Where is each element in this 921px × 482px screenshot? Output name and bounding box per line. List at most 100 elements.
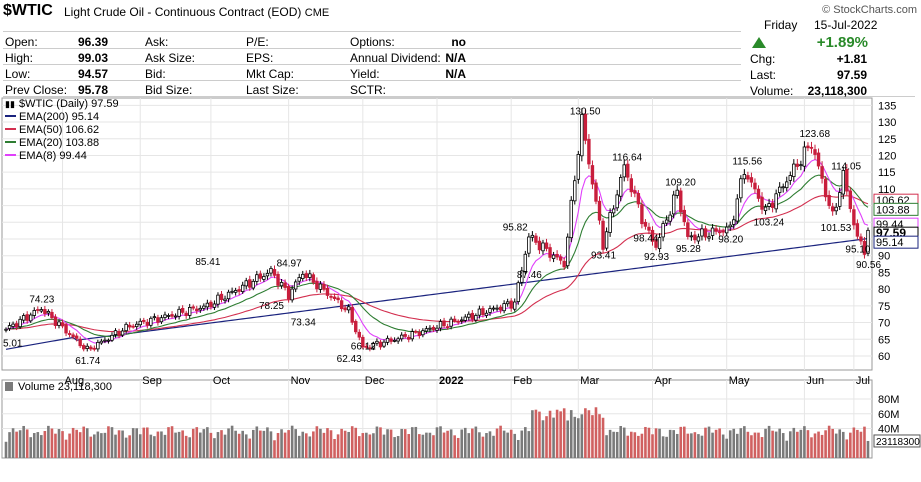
candle-body: [368, 347, 372, 350]
volume-bar: [121, 430, 124, 458]
prev-close-value: 95.78: [77, 83, 108, 97]
volume-bar: [255, 426, 259, 458]
volume-bar: [524, 427, 527, 458]
volume-bar: [280, 429, 283, 458]
volume-bar: [209, 432, 213, 458]
volume-bar: [672, 430, 675, 458]
volume-bar: [502, 430, 506, 458]
volume-bar: [598, 414, 601, 458]
volume-bar: [103, 432, 107, 458]
candle-body: [361, 336, 365, 348]
candle-body: [735, 198, 739, 222]
x-tick-label: Aug: [65, 375, 85, 387]
volume-bar: [276, 432, 280, 458]
volume-bar: [47, 425, 50, 458]
candle-body: [816, 152, 821, 167]
volume-bar: [333, 439, 336, 458]
candle-body: [823, 178, 828, 198]
volume-bar: [297, 435, 301, 458]
candle-body: [180, 307, 185, 313]
candle-body: [686, 222, 690, 237]
candle-body: [156, 317, 160, 323]
volume-bar: [735, 433, 739, 458]
candle-body: [590, 165, 595, 185]
candle-body: [470, 312, 475, 320]
volume-bar: [849, 432, 852, 458]
volume-bar: [414, 426, 418, 458]
candle-body: [481, 308, 485, 315]
volume-bar: [711, 432, 714, 458]
candle-body: [668, 214, 672, 222]
volume-bar: [682, 426, 686, 458]
volume-bar: [548, 410, 552, 458]
volume-bar: [138, 434, 142, 458]
volume-bar: [859, 431, 863, 458]
volume-bar: [54, 433, 57, 458]
candle-body: [276, 273, 280, 286]
volume-bar: [43, 431, 47, 458]
candle-body: [389, 338, 393, 342]
candle-body: [339, 300, 344, 310]
volume-bar: [89, 436, 93, 458]
volume-bar: [485, 433, 488, 458]
candle-body: [604, 231, 609, 249]
price-annotation: 78.25: [259, 301, 284, 312]
volume-bar: [343, 430, 347, 458]
volume-value: 23,118,300: [807, 84, 867, 98]
volume-bar: [605, 435, 608, 458]
options-label: Options:: [350, 35, 395, 49]
candle-body: [7, 325, 12, 329]
volume-bar: [520, 430, 524, 458]
candle-body: [269, 268, 273, 274]
volume-bar: [379, 427, 382, 458]
candle-body: [145, 321, 150, 326]
x-tick-label: Apr: [655, 375, 672, 387]
volume-bar: [488, 431, 492, 458]
candle-body: [714, 228, 718, 232]
quote-header: $WTIC Light Crude Oil - Continuous Contr…: [0, 0, 921, 100]
candle-body: [396, 338, 400, 342]
volume-bar: [852, 427, 856, 458]
price-annotation: 109.20: [665, 178, 696, 189]
volume-bar: [439, 426, 442, 458]
volume-bar: [460, 429, 464, 458]
candle-body: [777, 186, 782, 193]
volume-bar: [531, 410, 534, 458]
candle-body: [166, 315, 171, 317]
candle-body: [103, 339, 107, 342]
candle-body: [774, 193, 778, 210]
candle-body: [753, 182, 757, 190]
volume-bar: [432, 435, 435, 458]
volume-bar: [93, 434, 96, 458]
volume-bar: [15, 431, 18, 458]
y-tick-label: 60: [878, 351, 890, 363]
price-annotation: 93.41: [591, 250, 616, 261]
yield-value: N/A: [445, 67, 466, 81]
volume-bar: [382, 434, 386, 458]
volume-bar: [128, 435, 131, 458]
ask-label: Ask:: [145, 35, 169, 49]
volume-bar: [400, 428, 403, 458]
volume-bar: [160, 431, 163, 458]
volume-tick-label: 80M: [878, 394, 899, 406]
candle-body: [629, 178, 634, 193]
candle-body: [597, 200, 602, 221]
candle-body: [431, 326, 436, 330]
legend-entry: $WTIC (Daily) 97.59: [19, 98, 119, 110]
candle-body: [96, 341, 100, 350]
candle-body: [240, 284, 245, 292]
volume-bar: [555, 409, 559, 458]
candle-body: [378, 341, 383, 348]
volume-bar: [630, 431, 633, 458]
price-annotation: 95.82: [503, 222, 528, 233]
y-tick-label: 75: [878, 301, 890, 313]
candle-body: [255, 274, 259, 282]
candle-body: [50, 311, 54, 319]
volume-bar: [817, 431, 820, 458]
volume-bar: [50, 428, 54, 458]
volume-bar: [700, 435, 704, 458]
candle-body: [428, 327, 432, 330]
candle-body: [43, 308, 47, 315]
candle-body: [587, 138, 591, 165]
candle-body: [746, 175, 750, 180]
